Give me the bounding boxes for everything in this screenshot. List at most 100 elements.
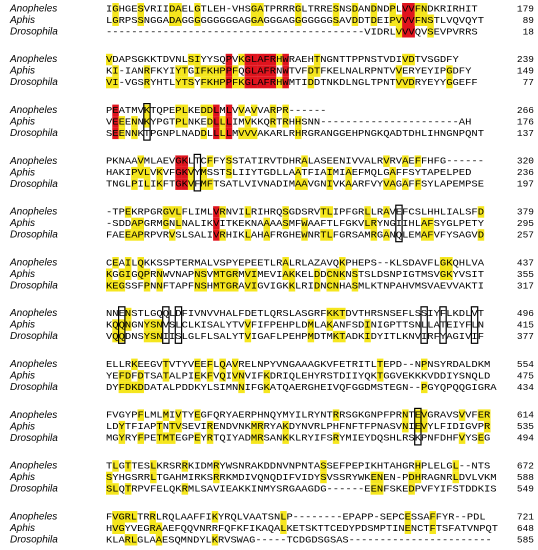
residue-shade	[282, 206, 289, 218]
residue-shade	[112, 65, 119, 77]
residue-shade	[370, 483, 378, 495]
residue-shade	[477, 206, 485, 218]
species-name: Aphis	[9, 66, 35, 77]
residue-count: 585	[517, 534, 534, 545]
residue-shade	[194, 268, 201, 280]
residue-shade	[181, 460, 189, 472]
residue-shade	[263, 229, 270, 241]
residue-shade	[326, 280, 333, 292]
sequence: MGYRYFPETMTEGPEYRTQIYADMRSANKKLRYIFSRYMI…	[106, 433, 491, 444]
residue-shade	[452, 471, 459, 484]
residue-shade	[137, 381, 144, 394]
residue-shade	[332, 3, 340, 15]
residue-shade	[269, 53, 277, 66]
residue-shade	[112, 330, 119, 343]
residue-shade	[124, 307, 132, 320]
residue-shade	[137, 409, 144, 421]
residue-count: 317	[517, 280, 534, 291]
residue-shade	[332, 432, 340, 444]
residue-shade	[269, 104, 277, 117]
residue-shade	[414, 155, 422, 167]
residue-shade	[232, 65, 239, 77]
sequence: YEFDFDTSATALPIEKFVQIVNVIFKDRIQLEHYRSTDII…	[106, 370, 491, 381]
residue-shade	[320, 460, 327, 472]
residue-shade	[282, 257, 289, 269]
residue-shade	[250, 104, 258, 117]
residue-shade	[219, 127, 226, 140]
residue-shade	[257, 432, 264, 444]
residue-shade	[295, 178, 302, 190]
residue-shade	[175, 409, 182, 421]
residue-shade	[200, 76, 207, 89]
residue-shade	[250, 127, 258, 140]
residue-shade	[238, 370, 245, 382]
residue-shade	[402, 26, 409, 38]
residue-shade	[219, 116, 226, 128]
residue-shade	[332, 330, 340, 343]
residue-shade	[452, 460, 459, 472]
residue-shade	[124, 511, 132, 523]
residue-shade	[389, 178, 396, 190]
motif-box	[414, 407, 422, 446]
residue-shade	[295, 116, 302, 128]
residue-shade	[219, 76, 226, 89]
residue-shade	[143, 178, 151, 190]
residue-shade	[206, 178, 214, 190]
residue-count: 475	[517, 370, 534, 381]
residue-shade	[238, 104, 245, 117]
residue-shade	[408, 53, 415, 66]
residue-shade	[112, 76, 119, 89]
residue-shade	[313, 280, 321, 292]
residue-shade	[200, 268, 207, 280]
residue-shade	[244, 127, 252, 140]
residue-shade	[244, 280, 252, 292]
sequence: KGGIGQPRNWVNAPNSVMTGRMVIMEVIAKKELDDCNKNS…	[106, 269, 484, 280]
residue-shade	[137, 217, 144, 230]
residue-shade	[181, 65, 189, 77]
motif-box	[439, 306, 447, 344]
species-name: Anopheles	[9, 461, 57, 472]
residue-shade	[143, 166, 151, 179]
residue-shade	[339, 330, 346, 343]
residue-shade	[213, 460, 220, 472]
residue-shade	[376, 370, 384, 382]
residue-shade	[408, 14, 415, 26]
residue-shade	[232, 280, 239, 292]
residue-shade	[484, 409, 491, 421]
residue-count: 89	[523, 15, 535, 26]
residue-shade	[257, 76, 264, 89]
residue-shade	[118, 511, 125, 523]
residue-shade	[395, 14, 403, 26]
residue-count: 437	[517, 257, 534, 268]
residue-shade	[301, 229, 308, 241]
residue-shade	[282, 65, 289, 77]
species-name: Anopheles	[9, 207, 57, 218]
residue-shade	[118, 268, 126, 280]
residue-shade	[402, 420, 409, 433]
residue-shade	[408, 471, 415, 484]
residue-shade	[421, 358, 428, 371]
species-name: Aphis	[9, 523, 35, 534]
residue-shade	[156, 178, 163, 190]
species-name: Aphis	[9, 472, 35, 483]
residue-shade	[427, 217, 434, 230]
residue-shade	[112, 104, 119, 117]
residue-shade	[269, 65, 277, 77]
residue-shade	[156, 268, 163, 280]
residue-shade	[112, 257, 119, 269]
residue-shade	[383, 155, 390, 167]
residue-shade	[181, 116, 189, 128]
residue-shade	[389, 166, 396, 179]
residue-shade	[169, 229, 176, 241]
residue-shade	[351, 280, 359, 292]
residue-shade	[131, 229, 138, 241]
residue-shade	[269, 116, 277, 128]
residue-shade	[131, 358, 138, 371]
residue-shade	[414, 471, 422, 484]
sequence: KI-IANRFKYIYTGIFKHPPFQGLAFRNWTVFDTFKELNA…	[106, 66, 472, 77]
residue-count: 554	[517, 359, 534, 370]
residue-shade	[162, 206, 170, 218]
residue-shade	[276, 76, 283, 89]
residue-shade	[332, 307, 340, 320]
